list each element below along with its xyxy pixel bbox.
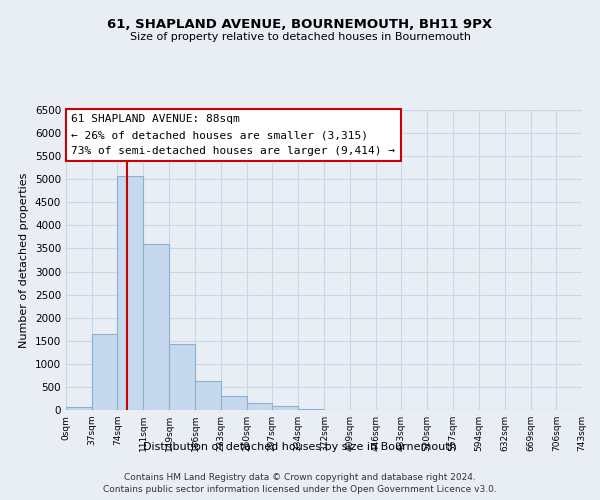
Bar bbox=[195, 382, 221, 410]
Bar bbox=[92, 334, 118, 410]
Text: Distribution of detached houses by size in Bournemouth: Distribution of detached houses by size … bbox=[143, 442, 457, 452]
Bar bbox=[118, 176, 143, 410]
Bar bbox=[169, 344, 195, 410]
Text: 61, SHAPLAND AVENUE, BOURNEMOUTH, BH11 9PX: 61, SHAPLAND AVENUE, BOURNEMOUTH, BH11 9… bbox=[107, 18, 493, 30]
Bar bbox=[272, 406, 298, 410]
Y-axis label: Number of detached properties: Number of detached properties bbox=[19, 172, 29, 348]
Bar bbox=[66, 407, 92, 410]
Text: Contains public sector information licensed under the Open Government Licence v3: Contains public sector information licen… bbox=[103, 485, 497, 494]
Bar bbox=[247, 404, 272, 410]
Text: Size of property relative to detached houses in Bournemouth: Size of property relative to detached ho… bbox=[130, 32, 470, 42]
Bar bbox=[298, 408, 325, 410]
Text: 61 SHAPLAND AVENUE: 88sqm
← 26% of detached houses are smaller (3,315)
73% of se: 61 SHAPLAND AVENUE: 88sqm ← 26% of detac… bbox=[71, 114, 395, 156]
Bar bbox=[221, 396, 247, 410]
Text: Contains HM Land Registry data © Crown copyright and database right 2024.: Contains HM Land Registry data © Crown c… bbox=[124, 472, 476, 482]
Bar bbox=[143, 244, 169, 410]
